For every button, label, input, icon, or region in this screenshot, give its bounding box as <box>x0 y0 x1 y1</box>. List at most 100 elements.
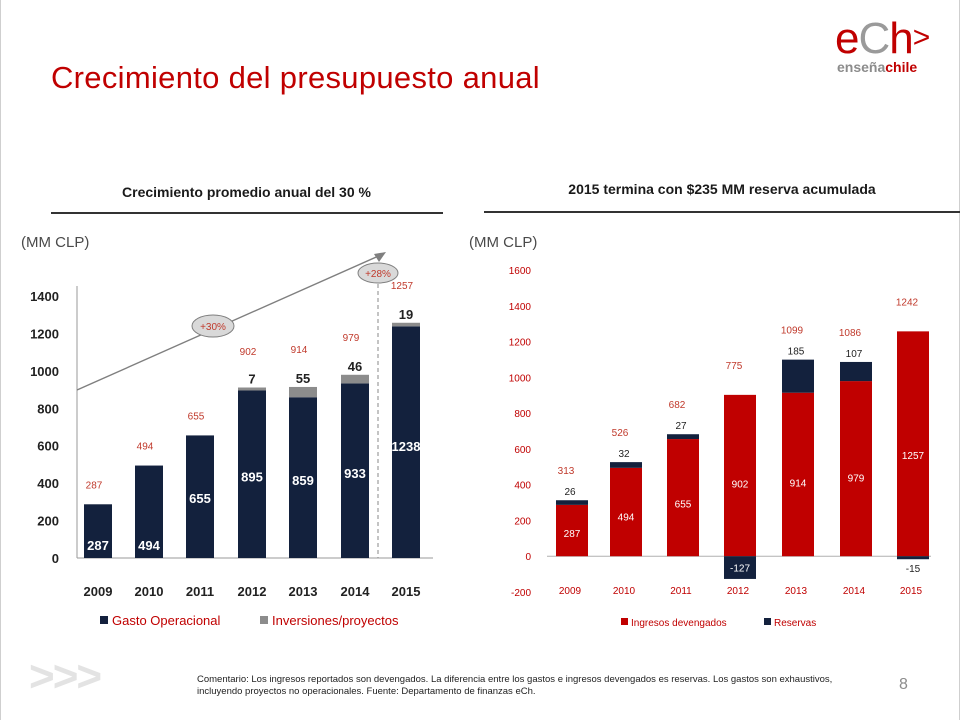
bar-reservas <box>897 556 929 560</box>
ingresos-value-label: 494 <box>618 512 635 523</box>
x-tick-label: 2011 <box>186 584 214 599</box>
inversiones-value-label: 7 <box>248 372 255 387</box>
reservas-value-label: 27 <box>675 421 687 432</box>
slide-title: Crecimiento del presupuesto anual <box>51 60 540 95</box>
ingresos-value-label: 287 <box>564 529 581 540</box>
total-value-label: 1086 <box>839 328 862 339</box>
y-tick-label: 1000 <box>509 373 532 384</box>
gasto-value-label: 655 <box>189 491 211 506</box>
y-tick-label: 1200 <box>30 326 59 341</box>
reservas-value-label: -127 <box>730 564 750 575</box>
y-tick-label: 1200 <box>509 338 532 349</box>
growth-bubble-28 <box>357 262 399 284</box>
bar-gasto-operacional <box>289 397 317 558</box>
y-tick-label: 600 <box>514 445 531 456</box>
ingresos-value-label: 979 <box>848 473 865 484</box>
total-value-label: 775 <box>726 361 743 372</box>
bar-ingresos <box>667 439 699 557</box>
y-tick-label: 400 <box>37 476 59 491</box>
x-tick-label: 2009 <box>84 584 113 599</box>
y-tick-label: 0 <box>52 551 59 566</box>
y-tick-label: 1000 <box>30 364 59 379</box>
inversiones-value-label: 55 <box>296 371 310 386</box>
y-tick-label: 1400 <box>30 289 59 304</box>
footnote-comment: Comentario: Los ingresos reportados son … <box>197 674 833 697</box>
decorative-arrows-icon: >>> <box>29 652 102 701</box>
x-tick-label: 2014 <box>341 584 371 599</box>
bar-gasto-operacional <box>135 465 163 558</box>
ingresos-value-label: 914 <box>790 479 807 490</box>
y-tick-label: 800 <box>37 401 59 416</box>
bar-inversiones <box>289 386 317 398</box>
bar-ingresos <box>610 467 642 557</box>
total-value-label: 287 <box>86 480 103 491</box>
logo-wordmark: eCh> <box>835 14 930 63</box>
total-value-label: 1242 <box>896 297 919 308</box>
reservas-value-label: 26 <box>564 487 576 498</box>
total-value-label: 1099 <box>781 326 804 337</box>
bar-ingresos <box>897 331 929 557</box>
inversiones-value-label: 46 <box>348 359 362 374</box>
x-tick-label: 2015 <box>900 586 923 597</box>
growth-bubble-30 <box>191 314 235 338</box>
right-unit-label: (MM CLP) <box>469 234 538 251</box>
total-value-label: 914 <box>291 345 308 356</box>
y-tick-label: 600 <box>37 439 59 454</box>
ingresos-value-label: 1257 <box>902 451 925 462</box>
reservas-value-label: 107 <box>846 349 863 360</box>
bar-reservas <box>667 434 699 440</box>
bar-ingresos <box>840 381 872 557</box>
bar-ingresos <box>782 392 814 557</box>
bar-gasto-operacional <box>392 326 420 558</box>
page-number: 8 <box>899 676 908 693</box>
reservas-value-label: 185 <box>788 347 805 358</box>
bar-reservas <box>610 462 642 468</box>
ingresos-value-label: 655 <box>675 499 692 510</box>
bar-ingresos <box>556 504 588 557</box>
total-value-label: 526 <box>612 428 629 439</box>
expense-chart: 0 200 400 600 800 1000 1200 1400 287 287 2009 494 49… <box>30 252 433 628</box>
x-tick-label: 2010 <box>135 584 164 599</box>
reservas-value-label: 32 <box>618 449 630 460</box>
y-tick-label: -200 <box>511 588 531 599</box>
growth-label-28: +28% <box>365 269 391 280</box>
bar-inversiones <box>392 322 420 327</box>
x-tick-label: 2015 <box>392 584 421 599</box>
y-tick-label: 1600 <box>509 266 532 277</box>
legend-swatch-inversiones <box>260 616 268 624</box>
legend-swatch-gasto <box>100 616 108 624</box>
ingresos-value-label: 902 <box>732 480 749 491</box>
left-chart-heading: Crecimiento promedio anual del 30 % <box>122 184 371 200</box>
x-tick-label: 2013 <box>785 586 808 597</box>
x-tick-label: 2011 <box>670 586 692 597</box>
total-value-label: 313 <box>558 466 575 477</box>
trend-arrowhead-icon <box>374 252 386 262</box>
left-unit-label: (MM CLP) <box>21 234 90 251</box>
bar-ingresos <box>724 394 756 557</box>
bar-gasto-operacional <box>84 504 112 558</box>
legend-label-ingresos: Ingresos devengados <box>631 618 727 629</box>
bar-gasto-operacional <box>238 390 266 558</box>
bar-gasto-operacional <box>186 435 214 558</box>
x-tick-label: 2009 <box>559 586 582 597</box>
gasto-value-label: 287 <box>87 538 109 553</box>
y-tick-label: 800 <box>514 409 531 420</box>
total-value-label: 902 <box>240 347 257 358</box>
legend-swatch-reservas <box>764 618 771 625</box>
income-reserves-chart: -200 0 200 400 600 800 1000 1200 1400 1600 287 26 31… <box>509 266 931 629</box>
y-tick-label: 1400 <box>509 302 532 313</box>
total-value-label: 655 <box>188 411 205 422</box>
y-tick-label: 200 <box>514 516 531 527</box>
bar-reservas <box>724 556 756 579</box>
ech-logo: eCh> enseñachile <box>835 16 945 86</box>
bar-inversiones <box>238 387 266 391</box>
legend-swatch-ingresos <box>621 618 628 625</box>
gasto-value-label: 933 <box>344 466 366 481</box>
x-tick-label: 2013 <box>289 584 318 599</box>
bar-reservas <box>840 361 872 382</box>
gasto-value-label: 859 <box>292 473 314 488</box>
x-tick-label: 2014 <box>843 586 866 597</box>
gasto-value-label: 1238 <box>392 439 421 454</box>
growth-label-30: +30% <box>200 322 226 333</box>
